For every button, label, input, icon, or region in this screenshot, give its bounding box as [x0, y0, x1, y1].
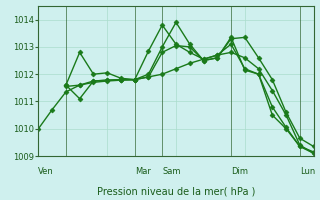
Text: Ven: Ven — [38, 167, 54, 176]
Text: Dim: Dim — [231, 167, 248, 176]
Text: Lun: Lun — [300, 167, 315, 176]
Text: Mar: Mar — [135, 167, 151, 176]
Text: Sam: Sam — [162, 167, 181, 176]
Text: Pression niveau de la mer( hPa ): Pression niveau de la mer( hPa ) — [97, 187, 255, 197]
